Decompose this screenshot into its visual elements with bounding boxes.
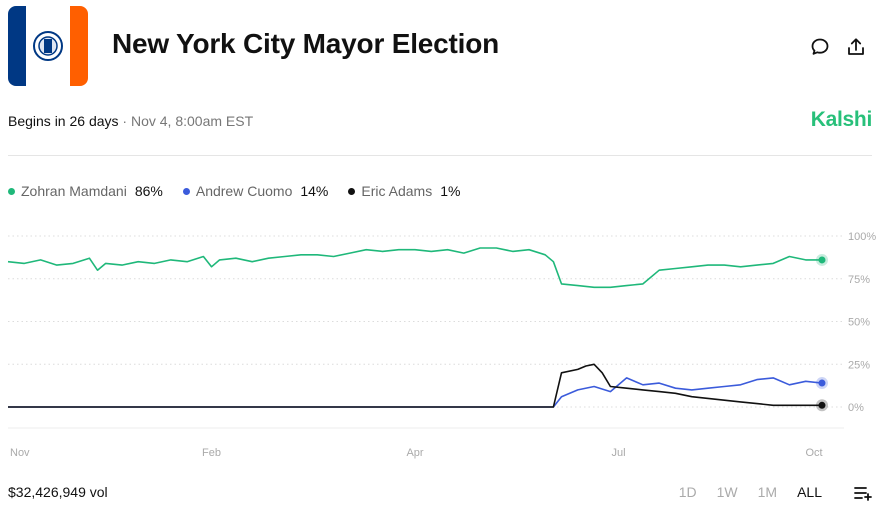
series-line-eric-adams bbox=[8, 363, 822, 408]
event-datetime: Nov 4, 8:00am EST bbox=[130, 113, 254, 129]
comment-icon[interactable] bbox=[809, 36, 831, 58]
y-tick-label: 0% bbox=[848, 402, 864, 414]
range-1w[interactable]: 1W bbox=[716, 484, 738, 500]
legend-name: Zohran Mamdani bbox=[21, 183, 127, 199]
legend-dot-adams bbox=[348, 187, 356, 195]
chart-legend: Zohran Mamdani 86% Andrew Cuomo 14% Eric… bbox=[8, 183, 460, 199]
x-tick-label: Nov bbox=[10, 447, 30, 459]
y-tick-label: 100% bbox=[848, 231, 876, 243]
nyc-flag-logo bbox=[8, 6, 88, 86]
series-line-andrew-cuomo bbox=[8, 377, 823, 408]
legend-item-adams[interactable]: Eric Adams 1% bbox=[348, 183, 460, 199]
range-1d[interactable]: 1D bbox=[678, 484, 697, 500]
legend-value: 86% bbox=[134, 183, 163, 199]
share-icon[interactable] bbox=[845, 36, 867, 58]
range-all[interactable]: ALL bbox=[797, 484, 822, 500]
legend-item-mamdani[interactable]: Zohran Mamdani 86% bbox=[8, 183, 163, 199]
x-tick-label: Apr bbox=[406, 447, 423, 459]
end-marker[interactable] bbox=[818, 379, 826, 387]
y-tick-label: 25% bbox=[848, 359, 870, 371]
divider bbox=[8, 155, 872, 156]
event-timing: Begins in 26 days · Nov 4, 8:00am EST bbox=[8, 113, 253, 129]
series-line-zohran-mamdani bbox=[7, 247, 822, 289]
legend-dot-cuomo bbox=[182, 187, 190, 195]
y-tick-label: 75% bbox=[848, 274, 870, 286]
legend-dot-mamdani bbox=[8, 187, 15, 195]
begins-text: Begins in 26 days bbox=[8, 113, 119, 129]
range-selector: 1D 1W 1M ALL bbox=[679, 484, 822, 500]
x-tick-label: Feb bbox=[202, 447, 221, 459]
kalshi-logo[interactable]: Kalshi bbox=[810, 108, 873, 131]
legend-name: Eric Adams bbox=[361, 183, 433, 199]
range-1m[interactable]: 1M bbox=[757, 484, 778, 500]
page-title: New York City Mayor Election bbox=[112, 28, 500, 59]
x-tick-label: Oct bbox=[805, 447, 822, 459]
legend-name: Andrew Cuomo bbox=[195, 183, 293, 199]
separator: · bbox=[118, 113, 131, 129]
add-list-icon[interactable] bbox=[854, 485, 872, 501]
price-chart[interactable]: 100% 75% 50% 25% 0% Nov Feb Apr Jul Oct bbox=[0, 220, 882, 465]
y-tick-label: 50% bbox=[848, 317, 870, 329]
legend-item-cuomo[interactable]: Andrew Cuomo 14% bbox=[182, 183, 329, 199]
volume-label: $32,426,949 vol bbox=[8, 484, 108, 500]
x-tick-label: Jul bbox=[611, 447, 625, 459]
legend-value: 14% bbox=[300, 183, 329, 199]
end-marker[interactable] bbox=[818, 256, 826, 264]
legend-value: 1% bbox=[440, 183, 461, 199]
end-marker[interactable] bbox=[818, 401, 826, 409]
